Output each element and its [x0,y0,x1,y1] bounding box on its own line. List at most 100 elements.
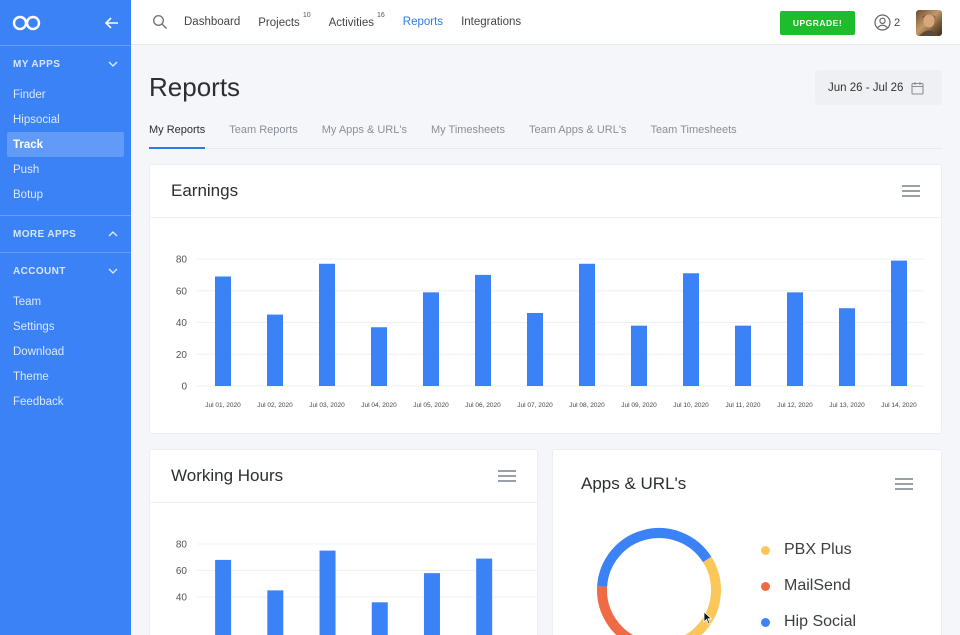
tab-team-apps-url-s[interactable]: Team Apps & URL's [528,124,627,136]
nav-reports[interactable]: Reports [403,16,443,28]
earnings-title: Earnings [171,181,239,200]
earnings-card: Earnings 0 20 40 60 80 Jul 01, 2020 Jul 02, 20… [149,164,942,434]
tab-my-reports[interactable]: My Reports [149,124,206,149]
legend-item-pbx-plus[interactable]: PBX Plus [761,532,856,568]
earnings-bar[interactable] [423,292,439,386]
sidebar-section-title: MY APPS [13,58,61,70]
top-bar: Dashboard Projects10 Activities16 Reports In… [131,0,960,45]
x-tick-label: Jul 04, 2020 [361,402,397,409]
nav-count-badge: 10 [302,11,311,19]
hours-bar[interactable] [267,590,284,635]
infinity-logo-icon[interactable] [12,15,42,31]
legend-item-hip-social[interactable]: Hip Social [761,604,856,635]
collapse-arrow-icon[interactable] [105,16,119,29]
chevron-down-icon [108,268,118,274]
sidebar-item-settings[interactable]: Settings [13,320,55,333]
page-title: Reports [149,72,241,102]
sidebar-section-title: MORE APPS [13,228,77,240]
sidebar-item-download[interactable]: Download [13,345,65,358]
nav-integrations[interactable]: Integrations [461,16,521,28]
hours-bar[interactable] [371,602,388,635]
sidebar-section-toggle[interactable]: MY APPS [0,46,131,82]
earnings-bar[interactable] [371,327,387,386]
nav-activities[interactable]: Activities16 [328,12,385,29]
y-tick-label: 60 [176,566,188,577]
nav-label: Activities [328,16,374,29]
earnings-bar[interactable] [787,292,803,386]
hours-bar[interactable] [476,558,493,635]
earnings-bar[interactable] [319,263,335,386]
chevron-up-icon [108,231,118,237]
working-hours-card-header: Working Hours [150,450,537,503]
working-hours-card: Working Hours 40 60 80 [149,449,538,635]
nav-label: Dashboard [184,15,241,28]
sidebar-item-theme[interactable]: Theme [13,370,49,383]
hours-bar[interactable] [319,550,336,635]
y-tick-label: 60 [176,286,188,297]
sidebar-section-toggle[interactable]: ACCOUNT [0,253,131,289]
avatar-photo [919,14,939,36]
nav-count-badge: 16 [376,11,385,19]
x-tick-label: Jul 03, 2020 [309,402,345,409]
working-hours-menu-icon[interactable] [498,470,516,482]
working-hours-title: Working Hours [171,466,284,485]
hours-bar[interactable] [215,559,232,635]
sidebar-item-feedback[interactable]: Feedback [13,395,64,408]
user-count: 2 [894,16,901,29]
hours-bar[interactable] [423,573,440,635]
x-tick-label: Jul 01, 2020 [205,402,241,409]
x-tick-label: Jul 06, 2020 [465,402,501,409]
apps-menu-icon[interactable] [895,478,913,490]
y-tick-label: 40 [176,593,188,604]
chevron-down-icon [108,61,118,67]
earnings-bar[interactable] [839,308,855,386]
calendar-icon [911,81,924,95]
date-range-picker[interactable]: Jun 26 - Jul 26 [815,70,942,105]
x-tick-label: Jul 14, 2020 [881,402,917,409]
earnings-bar[interactable] [891,260,907,386]
sidebar-section-toggle[interactable]: MORE APPS [0,216,131,252]
earnings-menu-icon[interactable] [902,185,920,197]
avatar[interactable] [916,10,942,36]
earnings-bar[interactable] [683,273,699,386]
sidebar-item-finder[interactable]: Finder [13,88,46,101]
sidebar-item-track[interactable]: Track [7,132,124,157]
legend-label: Hip Social [784,613,857,630]
earnings-bar[interactable] [267,314,283,386]
top-nav: Dashboard Projects10 Activities16 Reports In… [184,12,539,29]
earnings-bar[interactable] [215,276,231,386]
sidebar: MY APPS Finder Hipsocial Track Push Botup MORE… [0,0,131,635]
sidebar-item-hipsocial[interactable]: Hipsocial [13,113,60,126]
earnings-bar[interactable] [475,274,491,386]
legend-label: MailSend [784,577,851,594]
earnings-bar[interactable] [735,325,751,386]
search-icon[interactable] [152,14,168,30]
sidebar-item-team[interactable]: Team [13,295,42,308]
sidebar-section: MY APPS Finder Hipsocial Track Push Botup [0,45,131,215]
donut-slice-mailsend[interactable] [597,586,638,635]
legend-item-mailsend[interactable]: MailSend [761,568,856,604]
apps-donut-chart [597,528,721,635]
legend-dot [761,617,770,627]
tab-team-reports[interactable]: Team Reports [229,124,298,136]
tab-my-timesheets[interactable]: My Timesheets [430,124,505,136]
tab-team-timesheets[interactable]: Team Timesheets [650,124,737,136]
users-indicator[interactable]: 2 [874,14,900,31]
earnings-card-header: Earnings [150,165,941,218]
mouse-cursor-icon [703,611,713,625]
earnings-bar[interactable] [579,263,595,386]
donut-slice-pbx-plus[interactable] [638,556,721,635]
sidebar-item-push[interactable]: Push [13,163,40,176]
donut-slice-hip-social[interactable] [597,528,712,587]
earnings-bar[interactable] [631,325,647,386]
apps-card: Apps & URL's PBX Plus MailSend Hip Social [552,449,942,635]
nav-dashboard[interactable]: Dashboard [184,16,240,28]
sidebar-section-title: ACCOUNT [13,265,66,277]
nav-projects[interactable]: Projects10 [258,12,310,29]
apps-legend: PBX Plus MailSend Hip Social [761,532,856,635]
earnings-bar[interactable] [527,312,543,386]
upgrade-button[interactable]: UPGRADE! [780,11,855,35]
working-hours-chart: 40 60 80 [176,540,537,635]
tab-my-apps-url-s[interactable]: My Apps & URL's [321,124,407,136]
sidebar-item-botup[interactable]: Botup [13,188,44,201]
